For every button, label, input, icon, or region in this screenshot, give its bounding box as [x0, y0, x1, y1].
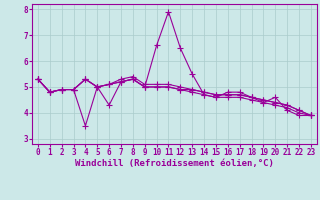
X-axis label: Windchill (Refroidissement éolien,°C): Windchill (Refroidissement éolien,°C)	[75, 159, 274, 168]
